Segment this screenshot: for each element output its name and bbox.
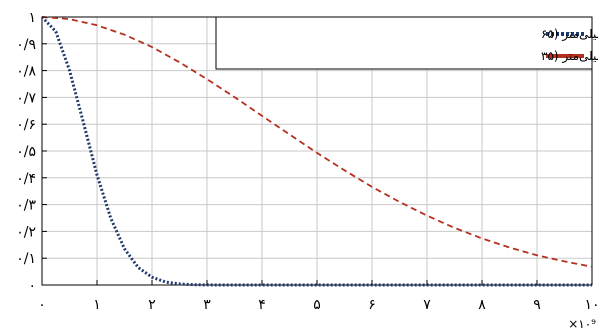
y-tick-label: ۱ xyxy=(28,10,36,26)
x-tick-label: ۷ xyxy=(423,297,431,313)
y-tick-label: ۰/۹ xyxy=(16,37,36,53)
x-tick-label: ۰ xyxy=(38,297,46,313)
y-tick-label: ۰/۵ xyxy=(16,144,36,160)
series-layer xyxy=(40,15,593,287)
series-line-1 xyxy=(40,15,592,287)
y-tick-label: ۰/۷ xyxy=(16,90,36,106)
y-tick-label: ۰/۸ xyxy=(16,64,36,80)
x-axis-ticks: ۰ ۱ ۲ ۳ ۴ ۵ ۶ ۷ ۸ ۹ ۱۰ xyxy=(38,280,598,313)
y-axis-ticks: ۰ ۰/۱ ۰/۲ ۰/۳ ۰/۴ ۰/۵ ۰/۶ ۰/۷ ۰/۸ ۰/۹ ۱ xyxy=(16,10,47,294)
y-tick-label: ۰/۳ xyxy=(16,198,36,214)
y-tick-label: ۰/۴ xyxy=(16,171,36,187)
x-tick-label: ۸ xyxy=(478,297,486,313)
legend-label-2: فاکتور شکل خوشه الکترونی با طول ۱۰ میلی‌… xyxy=(541,49,598,64)
x-tick-label: ۱ xyxy=(93,297,101,313)
y-tick-label: ۰ xyxy=(28,278,36,294)
x-tick-label: ۱۰ xyxy=(584,297,598,313)
y-tick-label: ۰/۶ xyxy=(16,117,36,133)
series-line-2 xyxy=(41,16,593,268)
x-tick-label: ۳ xyxy=(203,297,211,313)
y-tick-label: ۰/۱ xyxy=(16,251,36,267)
x-tick-label: ۲ xyxy=(148,297,156,313)
x-tick-label: ۴ xyxy=(258,297,266,313)
legend-label-1: فاکتور شکل خوشه الکترونی با طول ۵۰ میلی‌… xyxy=(541,27,598,42)
x-tick-label: ۵ xyxy=(313,297,321,313)
legend: فاکتور شکل خوشه الکترونی با طول ۵۰ میلی‌… xyxy=(215,16,598,70)
x-tick-label: ۹ xyxy=(533,297,541,313)
x-axis-multiplier: ×۱۰⁹ xyxy=(568,317,596,331)
legend-box xyxy=(215,16,593,70)
x-tick-label: ۶ xyxy=(368,297,376,313)
y-tick-label: ۰/۲ xyxy=(16,224,36,240)
